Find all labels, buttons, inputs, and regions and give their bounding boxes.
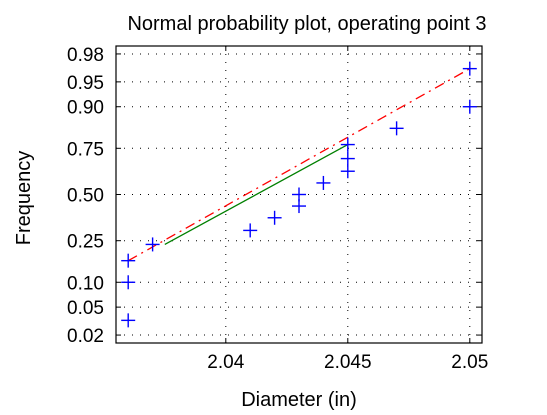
data-point bbox=[340, 164, 355, 179]
y-tick-label: 0.05 bbox=[67, 298, 104, 319]
y-tick-label: 0.75 bbox=[67, 139, 104, 160]
x-axis-title: Diameter (in) bbox=[241, 389, 357, 411]
x-tick-label: 2.045 bbox=[324, 352, 372, 373]
axis-ticks: 2.04 2.045 2.05 0.02 0.05 0.10 0.25 0.50 0.75 0.9… bbox=[67, 45, 488, 373]
data-point bbox=[292, 187, 306, 202]
data-point bbox=[121, 253, 136, 268]
fit-line-dashed bbox=[127, 68, 471, 262]
data-point bbox=[267, 210, 282, 225]
y-tick-label: 0.98 bbox=[67, 45, 104, 66]
data-point bbox=[145, 237, 160, 252]
data-points bbox=[121, 61, 477, 328]
y-tick-label: 0.10 bbox=[67, 273, 104, 294]
data-point bbox=[121, 313, 136, 328]
y-tick-label: 0.95 bbox=[67, 73, 104, 94]
y-tick-label: 0.02 bbox=[67, 326, 104, 347]
data-point bbox=[340, 137, 355, 152]
chart-title: Normal probability plot, operating point… bbox=[127, 13, 486, 35]
y-axis-title: Frequency bbox=[13, 151, 35, 246]
y-tick-label: 0.50 bbox=[67, 186, 104, 207]
fit-lines bbox=[127, 68, 471, 262]
x-tick-label: 2.04 bbox=[207, 352, 244, 373]
fit-line-solid bbox=[164, 143, 349, 246]
data-point bbox=[340, 151, 355, 166]
data-point bbox=[462, 99, 477, 114]
y-tick-label: 0.90 bbox=[67, 98, 104, 119]
data-point bbox=[316, 175, 331, 190]
data-point bbox=[121, 275, 136, 290]
grid bbox=[116, 46, 482, 343]
data-point bbox=[243, 223, 258, 238]
x-tick-label: 2.05 bbox=[451, 352, 488, 373]
y-tick-label: 0.25 bbox=[67, 232, 104, 253]
data-point bbox=[462, 61, 477, 76]
data-point bbox=[389, 121, 404, 136]
